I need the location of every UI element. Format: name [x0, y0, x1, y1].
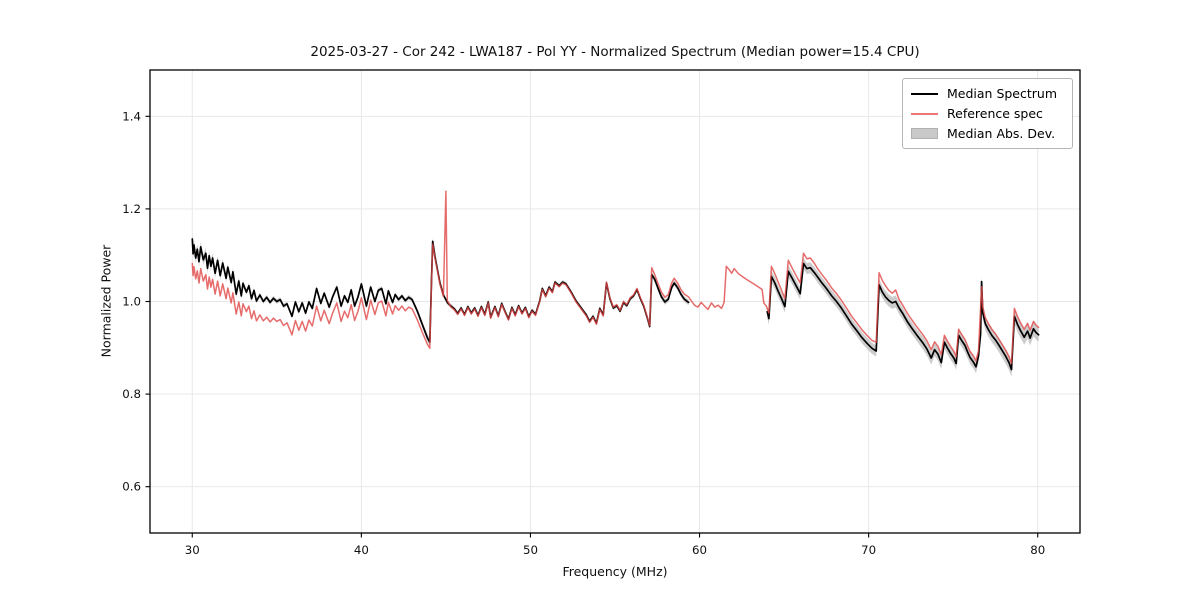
median-spectrum-line — [191, 238, 1040, 371]
x-axis-label: Frequency (MHz) — [562, 564, 668, 579]
svg-text:60: 60 — [692, 543, 707, 557]
svg-text:1.0: 1.0 — [122, 295, 141, 309]
y-axis-label: Normalized Power — [98, 244, 114, 358]
legend: Median Spectrum Reference spec Median Ab… — [902, 78, 1073, 149]
svg-text:1.2: 1.2 — [122, 202, 141, 216]
svg-text:40: 40 — [354, 543, 369, 557]
legend-item-reference-spec: Reference spec — [911, 106, 1063, 121]
svg-text:50: 50 — [523, 543, 538, 557]
legend-label: Reference spec — [947, 106, 1043, 121]
svg-text:0.8: 0.8 — [122, 387, 141, 401]
median-spectrum-line-swatch — [911, 92, 938, 95]
legend-item-median-abs-dev: Median Abs. Dev. — [911, 126, 1063, 141]
legend-label: Median Abs. Dev. — [947, 126, 1056, 141]
svg-text:80: 80 — [1030, 543, 1045, 557]
x-axis: 30 40 50 60 70 80 — [185, 533, 1045, 557]
reference-spec-line — [191, 190, 1040, 365]
legend-item-median-spectrum: Median Spectrum — [911, 86, 1063, 101]
legend-label: Median Spectrum — [947, 86, 1058, 101]
svg-text:30: 30 — [185, 543, 200, 557]
svg-text:1.4: 1.4 — [122, 109, 141, 123]
svg-text:0.6: 0.6 — [122, 480, 141, 494]
median-abs-dev-patch-swatch — [911, 128, 938, 139]
chart-title: 2025-03-27 - Cor 242 - LWA187 - Pol YY -… — [310, 44, 920, 60]
svg-text:70: 70 — [861, 543, 876, 557]
mad-band — [192, 233, 1039, 377]
y-axis: 0.6 0.8 1.0 1.2 1.4 — [122, 109, 150, 494]
reference-spec-line-swatch — [911, 112, 938, 115]
